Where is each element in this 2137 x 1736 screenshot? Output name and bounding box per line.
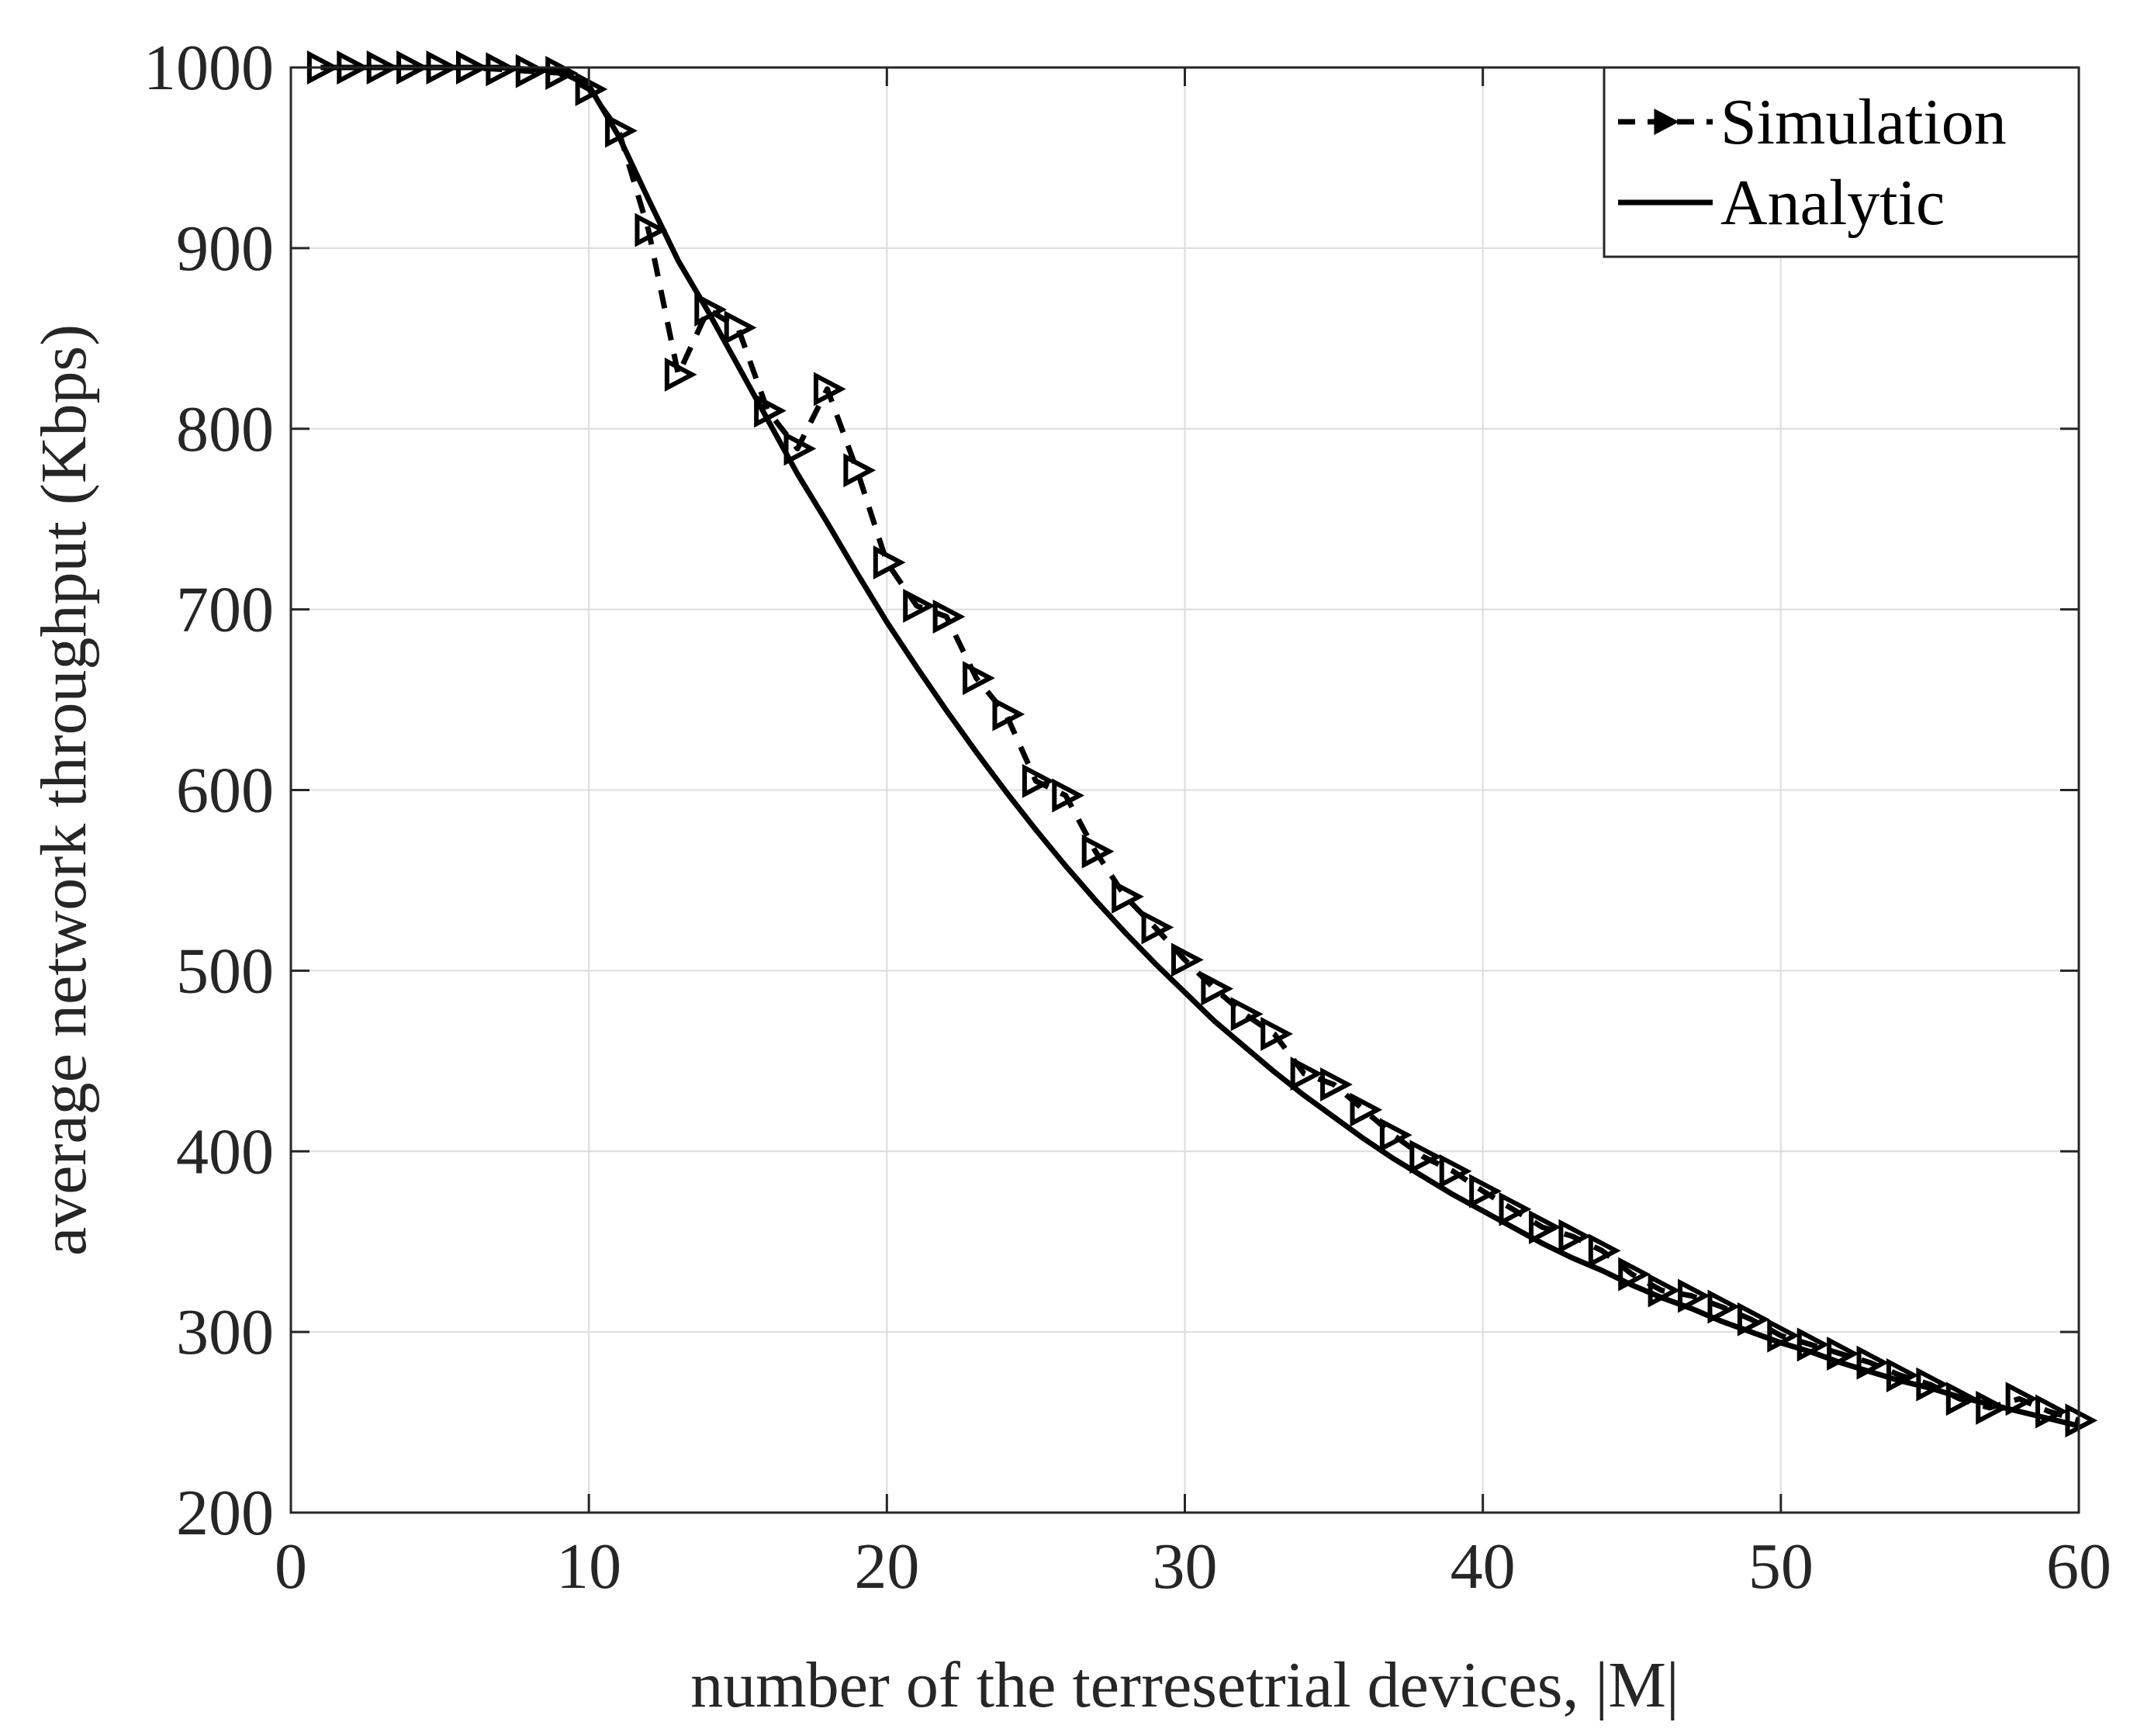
x-tick-label: 10	[556, 1530, 621, 1603]
simulation-point	[873, 545, 906, 580]
simulation-point	[992, 697, 1025, 731]
simulation-point	[813, 372, 846, 406]
x-axis-title: number of the terresetrial devices, |M|	[690, 1649, 1679, 1721]
y-tick-label: 400	[176, 1115, 274, 1188]
simulation-point	[1081, 834, 1115, 869]
grid	[291, 67, 2079, 1513]
legend-simulation-marker	[1654, 109, 1679, 135]
simulation-point	[1320, 1067, 1353, 1102]
simulation-point	[575, 71, 608, 106]
simulation-point	[963, 661, 995, 696]
simulation-point	[1439, 1153, 1472, 1188]
y-tick-label: 500	[176, 935, 274, 1007]
simulation-point	[1618, 1257, 1651, 1292]
legend: Simulation Analytic	[1603, 66, 2080, 258]
simulation-point	[1945, 1382, 1979, 1416]
simulation-point	[1230, 997, 1264, 1032]
y-tick-label: 800	[176, 393, 274, 465]
y-tick-label: 200	[176, 1477, 274, 1549]
simulation-point	[1976, 1390, 2008, 1425]
y-tick-label: 700	[176, 574, 274, 646]
y-tick-label: 600	[176, 755, 274, 827]
simulation-point	[1558, 1219, 1592, 1254]
simulation-point	[1290, 1056, 1323, 1091]
y-axis-title: average network throughput (Kbps)	[28, 324, 100, 1256]
simulation-point	[1856, 1345, 1890, 1380]
simulation-point	[1678, 1278, 1710, 1313]
simulation-point	[932, 599, 966, 634]
simulation-point	[635, 213, 668, 247]
simulation-point	[1379, 1118, 1413, 1153]
simulation-point	[1052, 778, 1085, 813]
legend-box	[1603, 66, 2080, 258]
simulation-point	[1528, 1210, 1561, 1245]
x-tick-label: 40	[1451, 1530, 1516, 1603]
legend-analytic-label: Analytic	[1720, 167, 1945, 239]
y-tick-label: 900	[176, 213, 274, 285]
simulation-point	[903, 588, 935, 623]
y-tick-label: 1000	[144, 32, 274, 104]
simulation-point	[2005, 1382, 2038, 1416]
simulation-point	[1350, 1092, 1383, 1127]
tick-labels: 0 10 20 30 40 50 60 200 300 400 500 600 700 800 900 100…	[144, 32, 2111, 1603]
x-tick-label: 30	[1153, 1530, 1218, 1603]
simulation-point	[1201, 971, 1234, 1006]
series-layer	[306, 50, 2098, 1438]
legend-simulation-label: Simulation	[1720, 86, 2007, 158]
analytic-series-line	[320, 64, 2080, 1429]
simulation-point	[843, 453, 877, 488]
simulation-point	[1141, 910, 1174, 945]
simulation-point	[1707, 1289, 1741, 1324]
simulation-point	[1022, 763, 1055, 798]
x-tick-label: 0	[275, 1530, 307, 1603]
simulation-point	[1260, 1016, 1293, 1051]
x-tick-label: 20	[854, 1530, 919, 1603]
x-tick-label: 50	[1748, 1530, 1814, 1603]
x-tick-label: 60	[2046, 1530, 2111, 1603]
simulation-series-line	[320, 64, 2080, 1423]
simulation-point	[1409, 1139, 1443, 1174]
simulation-point	[1171, 942, 1204, 977]
simulation-point	[1737, 1302, 1770, 1337]
simulation-point	[1112, 879, 1144, 914]
simulation-point	[1588, 1233, 1621, 1268]
y-tick-label: 300	[176, 1296, 274, 1368]
simulation-point	[724, 310, 757, 345]
simulation-point	[1469, 1174, 1502, 1209]
simulation-point	[664, 357, 697, 392]
simulation-point	[1499, 1191, 1532, 1226]
